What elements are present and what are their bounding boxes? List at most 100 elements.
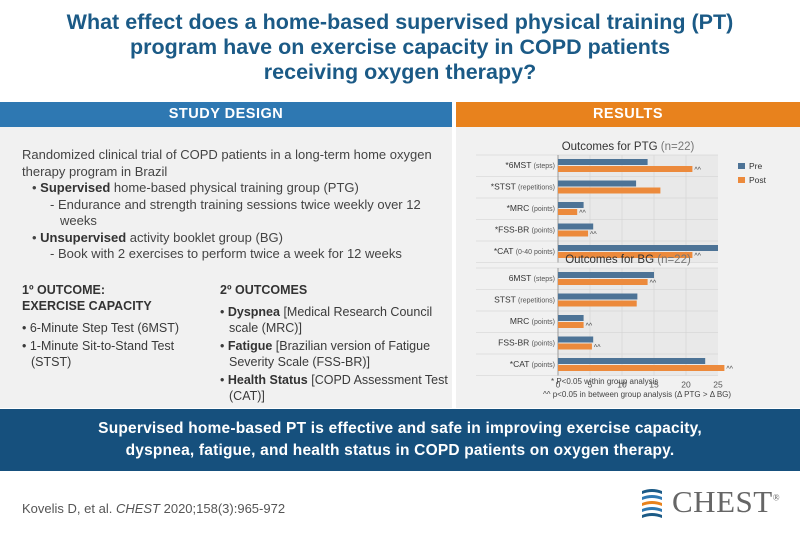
plot-area bbox=[558, 268, 718, 376]
x-tick-label: 10 bbox=[617, 380, 627, 390]
significance-mark: ^^ bbox=[650, 280, 657, 287]
bar-pre bbox=[558, 223, 594, 230]
category-label-main: *STST bbox=[491, 182, 518, 192]
x-tick-label: 20 bbox=[681, 380, 691, 390]
bar-pre bbox=[558, 293, 638, 300]
study-design-panel: STUDY DESIGN Randomized clinical trial o… bbox=[0, 102, 452, 408]
bar-pre bbox=[558, 315, 584, 321]
bg-subitem: - Book with 2 exercises to perform twice… bbox=[50, 246, 402, 261]
category-label-unit: (points) bbox=[532, 228, 555, 235]
category-label-unit: (points) bbox=[532, 362, 555, 369]
bar-post bbox=[558, 187, 661, 194]
bar-pre bbox=[558, 159, 648, 165]
bar-post bbox=[558, 300, 637, 307]
primary-item-text: 1-Minute Sit-to-Stand Test (STST) bbox=[29, 339, 175, 369]
citation-journal: CHEST bbox=[115, 501, 160, 516]
category-label: *FSS-BR (points) bbox=[495, 225, 555, 235]
ptg-subitem: - Endurance and strength training sessio… bbox=[50, 196, 421, 229]
chest-logo-text: CHEST® bbox=[672, 484, 780, 520]
ptg-rest: home-based physical training group (PTG) bbox=[110, 180, 359, 195]
footnote-within: * P<0.05 within group analysis bbox=[551, 377, 658, 386]
footnote-between: ^^ p<0.05 in between group analysis (Δ P… bbox=[543, 390, 731, 399]
category-label: 6MST (steps) bbox=[509, 273, 555, 283]
category-label-main: STST bbox=[494, 295, 518, 305]
secondary-item-bold: Fatigue bbox=[227, 339, 273, 353]
category-label-unit: (0-40 points) bbox=[516, 249, 555, 256]
category-label-unit: (steps) bbox=[534, 163, 555, 170]
category-label: *CAT (0-40 points) bbox=[494, 246, 555, 256]
chart-title-main: Outcomes for BG bbox=[565, 254, 657, 266]
category-label-unit: (steps) bbox=[534, 276, 555, 283]
bar-post bbox=[558, 209, 578, 215]
results-panel: RESULTS * P<0.05 within group analysis ^… bbox=[456, 102, 800, 408]
category-label-unit: (repetitions) bbox=[518, 298, 555, 305]
bar-post bbox=[558, 230, 589, 237]
secondary-item: • Health Status [COPD Assessment Test (C… bbox=[220, 373, 448, 403]
secondary-outcomes: 2º OUTCOMES • Dyspnea [Medical Research … bbox=[220, 282, 450, 406]
x-tick-label: 0 bbox=[556, 380, 561, 390]
plot-area bbox=[558, 155, 718, 263]
primary-heading-line: EXERCISE CAPACITY bbox=[22, 299, 152, 313]
chart-title-n: (n=22) bbox=[657, 254, 691, 266]
bar-pre bbox=[558, 180, 637, 187]
logo-wordmark: CHEST bbox=[672, 484, 773, 519]
bar-post bbox=[558, 343, 592, 350]
bar-post bbox=[558, 252, 693, 258]
category-label: *STST (repetitions) bbox=[491, 182, 555, 192]
bar-pre bbox=[558, 245, 718, 251]
primary-outcome: 1º OUTCOME: EXERCISE CAPACITY • 6-Minute… bbox=[22, 282, 212, 372]
ptg-item: • Supervised home-based physical trainin… bbox=[32, 180, 359, 195]
category-label: STST (repetitions) bbox=[494, 295, 555, 305]
primary-item: • 6-Minute Step Test (6MST) bbox=[22, 321, 179, 335]
bar-pre bbox=[558, 336, 594, 343]
bar-post bbox=[558, 322, 584, 328]
x-tick-label: 15 bbox=[649, 380, 659, 390]
category-label-main: *CAT bbox=[494, 246, 516, 256]
category-label: *MRC (points) bbox=[507, 203, 555, 213]
category-label: MRC (points) bbox=[510, 316, 555, 326]
significance-mark: ^^ bbox=[694, 167, 701, 174]
category-label: FSS-BR (points) bbox=[498, 338, 555, 348]
ptg-bold: Supervised bbox=[40, 180, 111, 195]
conclusion-line: dyspnea, fatigue, and health status in C… bbox=[125, 442, 675, 459]
bar-pre bbox=[558, 358, 706, 364]
page-title: What effect does a home-based supervised… bbox=[0, 10, 800, 85]
secondary-heading: 2º OUTCOMES bbox=[220, 283, 308, 297]
legend-label-pre: Pre bbox=[749, 161, 763, 171]
secondary-item-rest: [Medical Research Council scale (MRC)] bbox=[229, 305, 433, 335]
category-label-main: *FSS-BR bbox=[495, 225, 532, 235]
significance-mark: ^^ bbox=[594, 345, 601, 352]
significance-mark: ^^ bbox=[586, 323, 593, 330]
conclusion-line: Supervised home-based PT is effective an… bbox=[98, 420, 702, 437]
title-line: program have on exercise capacity in COP… bbox=[129, 35, 671, 59]
chest-logo-icon bbox=[642, 489, 662, 518]
design-intro: Randomized clinical trial of COPD patien… bbox=[22, 147, 432, 179]
category-label-unit: (points) bbox=[532, 319, 555, 326]
primary-heading-line: 1º OUTCOME: bbox=[22, 283, 106, 297]
bar-post bbox=[558, 279, 648, 285]
primary-heading: 1º OUTCOME: EXERCISE CAPACITY bbox=[22, 282, 212, 314]
significance-mark: ^^ bbox=[726, 366, 733, 373]
secondary-item-bold: Health Status bbox=[227, 373, 308, 387]
citation-ref: 2020;158(3):965-972 bbox=[160, 501, 286, 516]
category-label-unit: (points) bbox=[532, 341, 555, 348]
study-design-header: STUDY DESIGN bbox=[0, 102, 452, 127]
secondary-item: • Fatigue [Brazilian version of Fatigue … bbox=[220, 339, 431, 369]
bar-pre bbox=[558, 272, 654, 278]
bg-item: • Unsupervised activity booklet group (B… bbox=[32, 229, 283, 245]
x-tick-label: 5 bbox=[588, 380, 593, 390]
primary-item-text: 6-Minute Step Test (6MST) bbox=[29, 321, 179, 335]
secondary-item-rest: [Brazilian version of Fatigue Severity S… bbox=[229, 339, 431, 369]
secondary-item-bold: Dyspnea bbox=[227, 305, 280, 319]
x-tick-label: 25 bbox=[713, 380, 723, 390]
legend-swatch-post bbox=[738, 177, 745, 183]
chart-title-main: Outcomes for PTG bbox=[562, 141, 661, 153]
category-label: *6MST (steps) bbox=[505, 160, 555, 170]
bar-pre bbox=[558, 202, 584, 208]
category-label-main: *CAT bbox=[510, 359, 532, 369]
category-label-main: *6MST bbox=[505, 160, 533, 170]
bar-post bbox=[558, 365, 725, 371]
results-header: RESULTS bbox=[456, 102, 800, 127]
logo-stripes bbox=[642, 489, 662, 518]
primary-item: • 1-Minute Sit-to-Stand Test (STST) bbox=[22, 339, 175, 369]
